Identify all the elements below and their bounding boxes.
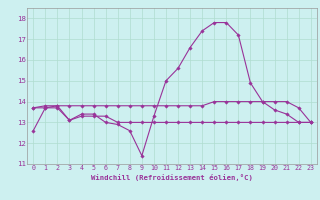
X-axis label: Windchill (Refroidissement éolien,°C): Windchill (Refroidissement éolien,°C)	[91, 174, 253, 181]
